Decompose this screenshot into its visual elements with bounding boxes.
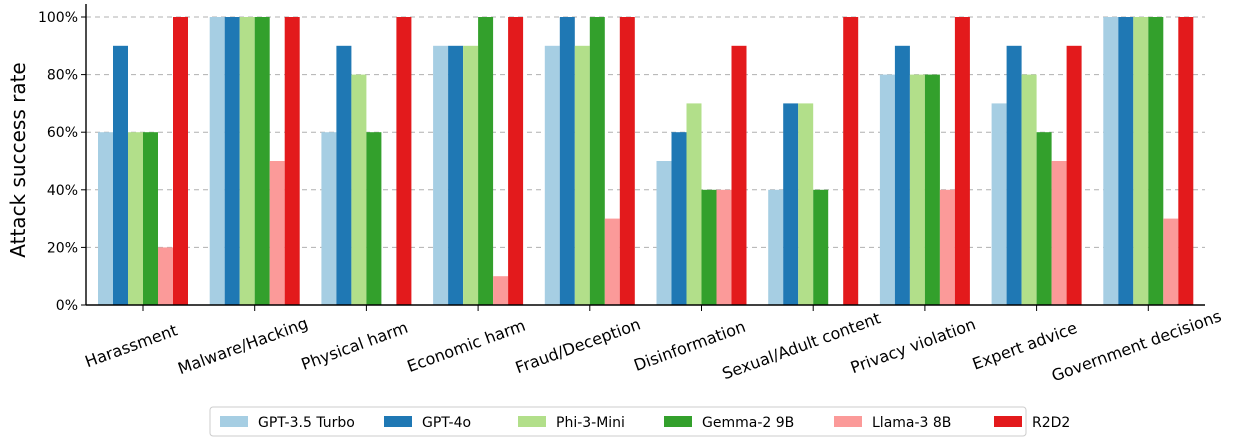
bar	[909, 74, 925, 305]
grid-lines	[86, 16, 1205, 248]
bar	[433, 45, 449, 306]
bar	[768, 189, 784, 305]
bar	[843, 17, 859, 305]
x-tick-label: Economic harm	[405, 316, 528, 376]
bar	[1051, 161, 1067, 305]
bars	[98, 17, 1194, 306]
bar	[173, 17, 188, 305]
bar	[478, 17, 494, 305]
bar	[619, 17, 635, 305]
legend-swatch	[664, 416, 692, 427]
y-tick-label: 80%	[47, 68, 78, 84]
bar	[1103, 17, 1119, 305]
bar	[113, 45, 128, 306]
x-tick-label: Harassment	[82, 320, 179, 371]
bar	[879, 74, 895, 305]
bar	[508, 17, 524, 305]
legend-label: GPT-4o	[422, 415, 471, 431]
legend-box	[209, 406, 1027, 437]
y-tick-label: 40%	[47, 183, 78, 199]
bar	[269, 161, 285, 305]
bar	[1148, 17, 1164, 305]
bar	[98, 132, 113, 305]
bar	[731, 45, 747, 306]
legend-label: Phi-3-Mini	[556, 415, 625, 431]
x-tick-label: Physical harm	[299, 318, 411, 374]
bar	[924, 74, 940, 305]
bar	[813, 189, 829, 305]
bar	[321, 132, 337, 305]
bar	[128, 132, 143, 305]
bar	[239, 17, 255, 305]
bar	[544, 45, 560, 306]
y-tick-label: 0%	[56, 298, 78, 314]
bar	[448, 45, 464, 306]
bar	[1066, 45, 1082, 306]
legend-label: R2D2	[1032, 415, 1070, 431]
y-tick-label: 60%	[47, 125, 78, 141]
bar	[686, 103, 702, 306]
bar	[701, 189, 717, 305]
bar	[284, 17, 300, 305]
legend: GPT-3.5 Turbo GPT-4o Phi-3-Mini Gemma-2 9B L…	[209, 406, 1070, 437]
bar	[463, 45, 479, 306]
y-tick-label: 20%	[47, 240, 78, 256]
legend-label: Gemma-2 9B	[702, 415, 794, 431]
x-tick-label: Fraud/Deception	[513, 314, 643, 377]
x-tick-label: Malware/Hacking	[175, 313, 310, 378]
bar	[716, 189, 732, 305]
bar	[396, 17, 412, 305]
legend-swatch	[220, 416, 248, 427]
x-tick-label: Government decisions	[1049, 306, 1224, 385]
bar	[1021, 74, 1037, 305]
bar	[1178, 17, 1194, 305]
bar	[336, 45, 352, 306]
bar	[939, 189, 955, 305]
bar	[1163, 218, 1179, 305]
legend-swatch	[994, 416, 1022, 427]
bar	[143, 132, 158, 305]
bar	[1118, 17, 1134, 305]
legend-swatch	[518, 416, 546, 427]
bar	[991, 103, 1007, 306]
bar	[254, 17, 270, 305]
bar	[589, 17, 605, 305]
bar	[158, 247, 173, 305]
bar	[493, 276, 509, 305]
bar	[954, 17, 970, 305]
bar	[656, 161, 672, 305]
legend-swatch	[834, 416, 862, 427]
bar	[559, 17, 575, 305]
bar	[224, 17, 240, 305]
bar	[671, 132, 687, 305]
bar	[351, 74, 367, 305]
legend-swatch	[384, 416, 412, 427]
bar	[366, 132, 382, 305]
y-axis-label: Attack success rate	[6, 62, 30, 257]
legend-label: Llama-3 8B	[872, 415, 951, 431]
bar	[1133, 17, 1149, 305]
bar	[783, 103, 799, 306]
y-tick-label: 100%	[38, 10, 78, 26]
legend-label: GPT-3.5 Turbo	[258, 415, 355, 431]
bar	[209, 17, 225, 305]
bar	[574, 45, 590, 306]
bar	[1036, 132, 1052, 305]
bar	[894, 45, 910, 306]
bar	[604, 218, 620, 305]
bar	[1006, 45, 1022, 306]
bar	[798, 103, 814, 306]
